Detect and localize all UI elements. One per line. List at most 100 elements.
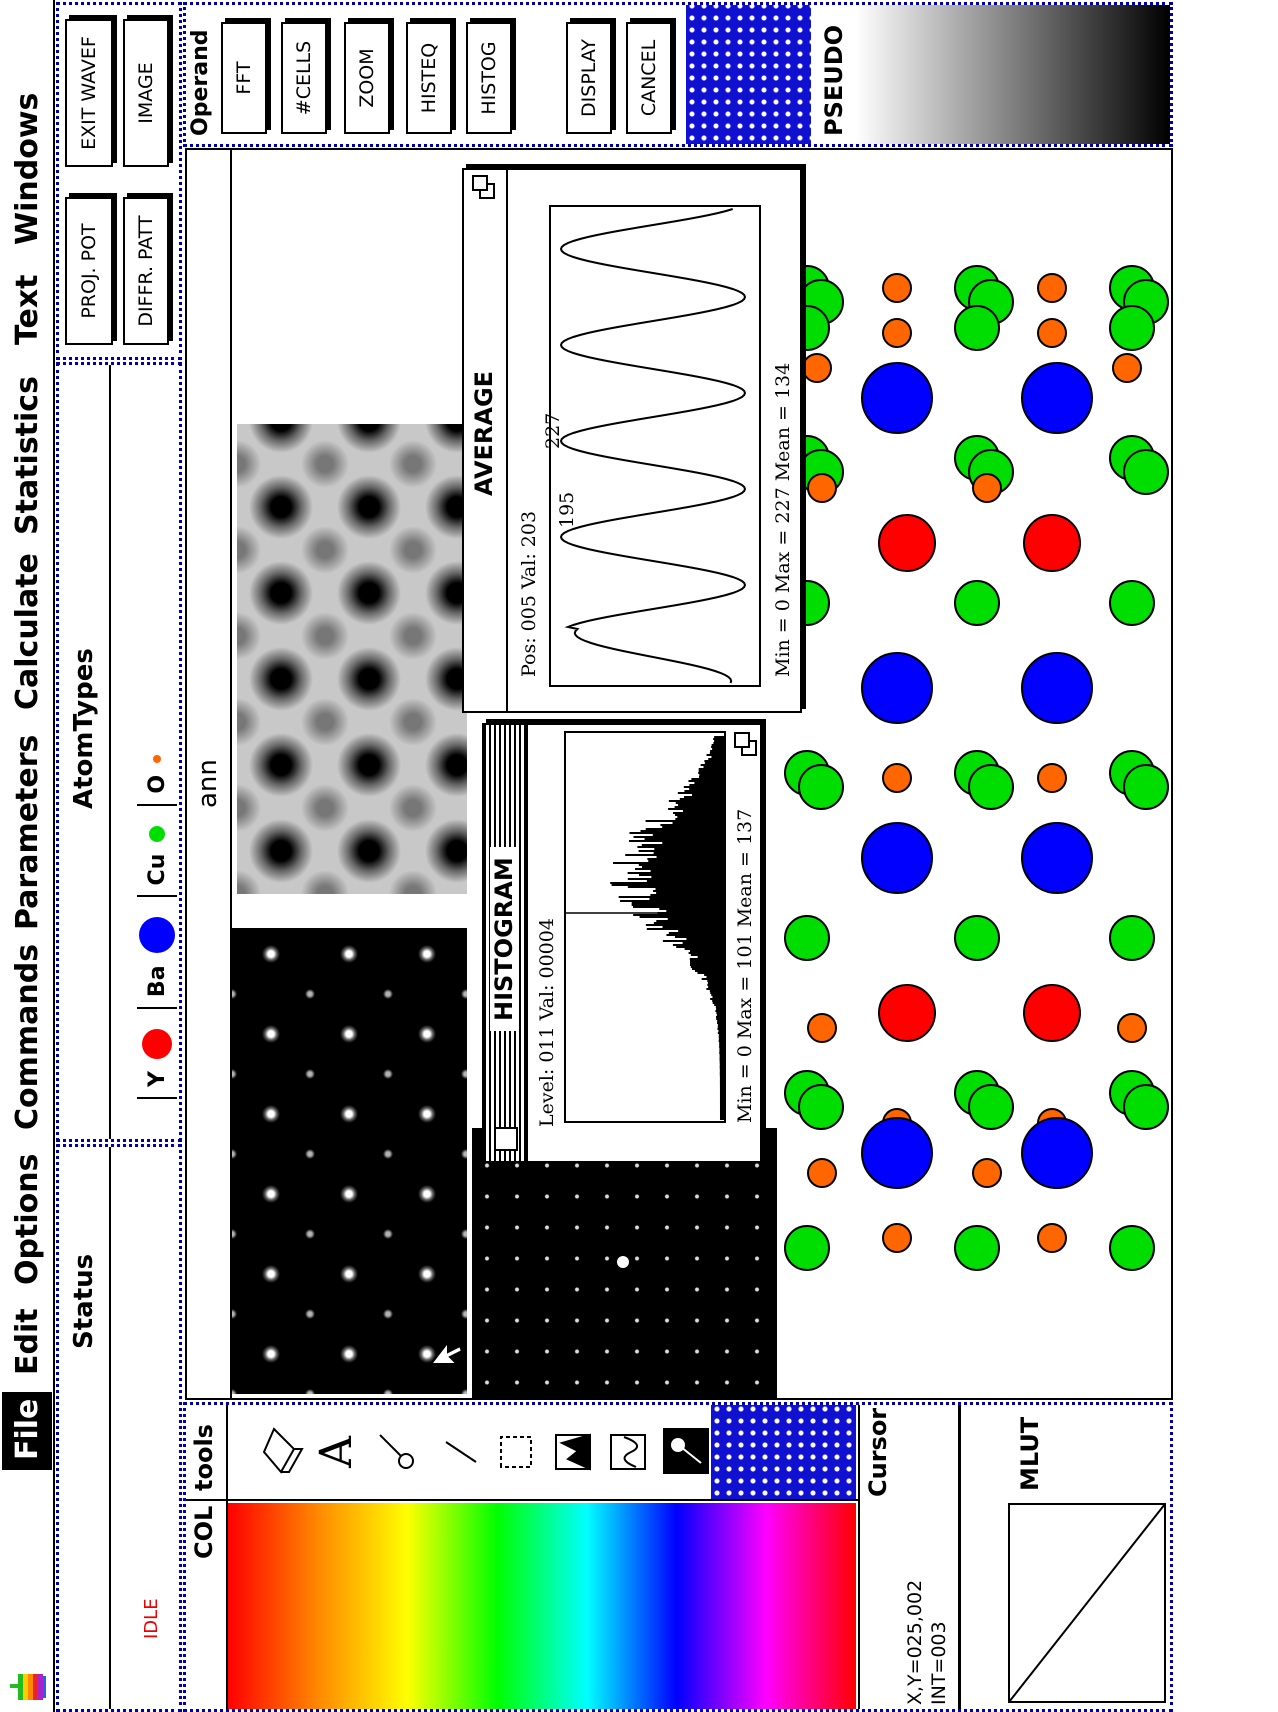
legend-divider: [137, 1097, 177, 1099]
divider: [109, 1147, 111, 1709]
atom: [1022, 823, 1092, 893]
atom: [879, 985, 935, 1041]
atom-types-title: AtomTypes: [69, 648, 99, 809]
atom: [1024, 985, 1080, 1041]
atom: [1024, 515, 1080, 571]
button[interactable]: DIFFR. PATT: [123, 197, 169, 345]
button[interactable]: DISPLAY: [566, 22, 612, 134]
menu-item[interactable]: Text: [8, 274, 48, 345]
status-panel: Status IDLE: [56, 1144, 182, 1712]
histogram-plot: [564, 731, 726, 1123]
average-window[interactable]: AVERAGE Pos: 005 Val: 203 195 227 Min = …: [462, 168, 802, 713]
histogram-readout: Level: 011 Val: 00004: [536, 918, 558, 1127]
tools-title: tools: [190, 1424, 218, 1491]
atom: [1038, 319, 1066, 347]
atom: [785, 1226, 829, 1270]
atom: [1113, 354, 1141, 382]
grow-box[interactable]: [472, 173, 496, 199]
button[interactable]: #CELLS: [281, 22, 327, 134]
color-header: COL: [190, 1506, 218, 1559]
legend-label: Cu: [145, 854, 170, 886]
cursor-position: X,Y=025,002: [904, 1580, 926, 1705]
menu-item[interactable]: Windows: [8, 93, 48, 245]
tool-icons[interactable]: A: [256, 1407, 716, 1497]
grow-box[interactable]: [734, 730, 758, 756]
plot-frame: [550, 206, 760, 686]
atom: [973, 1159, 1001, 1187]
atom: [1110, 1226, 1154, 1270]
svg-text:A: A: [311, 1435, 362, 1469]
button[interactable]: ZOOM: [344, 22, 390, 134]
atom: [1124, 765, 1168, 809]
window-title: AVERAGE: [470, 371, 498, 496]
button[interactable]: IMAGE: [123, 19, 169, 167]
atom: [1110, 916, 1154, 960]
atom: [785, 916, 829, 960]
menu-item[interactable]: Parameters: [8, 735, 48, 930]
legend-label: Ba: [145, 965, 170, 997]
atom: [879, 515, 935, 571]
average-readout: Pos: 005 Val: 203: [518, 511, 540, 677]
tools-panel: COL tools A Cursor X,Y=025,002 INT=003 M…: [183, 1402, 1173, 1712]
atom: [883, 1224, 911, 1252]
button[interactable]: CANCEL: [626, 22, 672, 134]
atom: [1110, 306, 1154, 350]
menu-item[interactable]: Statistics: [8, 376, 48, 535]
apple-logo: [10, 1672, 46, 1702]
annotation: 227: [542, 413, 564, 449]
menu-item[interactable]: File: [8, 1399, 48, 1460]
window-title: HISTOGRAM: [490, 847, 518, 1031]
atom: [1038, 1224, 1066, 1252]
atom: [808, 1159, 836, 1187]
lut-gradient: [856, 5, 1170, 144]
atom: [955, 916, 999, 960]
atom: [969, 765, 1013, 809]
lut-name: PSEUDO: [820, 25, 848, 136]
atom: [1124, 450, 1168, 494]
menu-item[interactable]: Edit: [8, 1308, 48, 1375]
color-spectrum[interactable]: [228, 1503, 856, 1709]
mlut-title: MLUT: [1016, 1417, 1044, 1491]
atom: [1022, 363, 1092, 433]
menu-item[interactable]: Commands: [8, 944, 48, 1130]
divider: [186, 1499, 858, 1501]
button[interactable]: HISTEQ: [406, 22, 452, 134]
atom: [883, 274, 911, 302]
atom: [955, 306, 999, 350]
mlut-curve[interactable]: [1008, 1503, 1166, 1703]
atom: [1110, 581, 1154, 625]
legend-label: Y: [145, 1071, 170, 1087]
legend-divider: [137, 804, 177, 806]
pattern-block: [686, 5, 811, 144]
pattern-block: [711, 1405, 856, 1499]
page: File Edit Options Commands Parameters Ca…: [0, 0, 1278, 1712]
legend-divider: [137, 895, 177, 897]
histogram-window[interactable]: HISTOGRAM Level: 011 Val: 00004 Min = 0 …: [482, 723, 762, 1163]
atom: [955, 1226, 999, 1270]
atom: [1038, 764, 1066, 792]
atom: [955, 581, 999, 625]
status-title: Status: [69, 1254, 99, 1349]
atom: [799, 765, 843, 809]
button[interactable]: EXIT WAVEF: [65, 19, 113, 167]
screen: File Edit Options Commands Parameters Ca…: [0, 0, 1278, 1712]
atom: [803, 354, 831, 382]
atom: [808, 474, 836, 502]
atom: [1124, 1085, 1168, 1129]
atom: [862, 363, 932, 433]
atom: [808, 1014, 836, 1042]
atom: [883, 319, 911, 347]
atom: [1038, 274, 1066, 302]
menu-item[interactable]: Calculate: [8, 553, 48, 710]
atom: [862, 1118, 932, 1188]
menu-item[interactable]: Options: [8, 1154, 48, 1285]
button[interactable]: FFT: [221, 22, 267, 134]
button[interactable]: HISTOG: [466, 22, 512, 134]
atom: [1022, 653, 1092, 723]
atom: [1022, 1118, 1092, 1188]
divider: [858, 1405, 860, 1709]
button[interactable]: PROJ. POT: [65, 197, 113, 345]
close-box[interactable]: [494, 1127, 518, 1151]
atom: [862, 653, 932, 723]
atom: [1118, 1014, 1146, 1042]
